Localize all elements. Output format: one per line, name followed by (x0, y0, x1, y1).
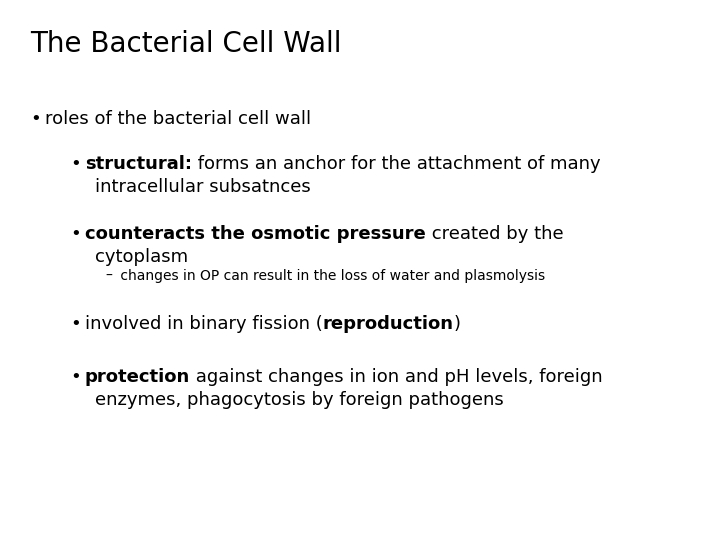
Text: The Bacterial Cell Wall: The Bacterial Cell Wall (30, 30, 341, 58)
Text: against changes in ion and pH levels, foreign: against changes in ion and pH levels, fo… (190, 368, 603, 386)
Text: enzymes, phagocytosis by foreign pathogens: enzymes, phagocytosis by foreign pathoge… (95, 391, 504, 409)
Text: •: • (70, 155, 81, 173)
Text: •: • (70, 368, 81, 386)
Text: reproduction: reproduction (323, 315, 454, 333)
Text: •: • (70, 225, 81, 243)
Text: changes in OP can result in the loss of water and plasmolysis: changes in OP can result in the loss of … (116, 269, 545, 283)
Text: intracellular subsatnces: intracellular subsatnces (95, 178, 311, 196)
Text: created by the: created by the (426, 225, 563, 243)
Text: •: • (70, 315, 81, 333)
Text: involved in binary fission (: involved in binary fission ( (85, 315, 323, 333)
Text: –: – (105, 269, 112, 283)
Text: counteracts the osmotic pressure: counteracts the osmotic pressure (85, 225, 426, 243)
Text: ): ) (454, 315, 461, 333)
Text: forms an anchor for the attachment of many: forms an anchor for the attachment of ma… (192, 155, 600, 173)
Text: structural:: structural: (85, 155, 192, 173)
Text: protection: protection (85, 368, 190, 386)
Text: roles of the bacterial cell wall: roles of the bacterial cell wall (45, 110, 311, 128)
Text: cytoplasm: cytoplasm (95, 248, 188, 266)
Text: •: • (30, 110, 41, 128)
